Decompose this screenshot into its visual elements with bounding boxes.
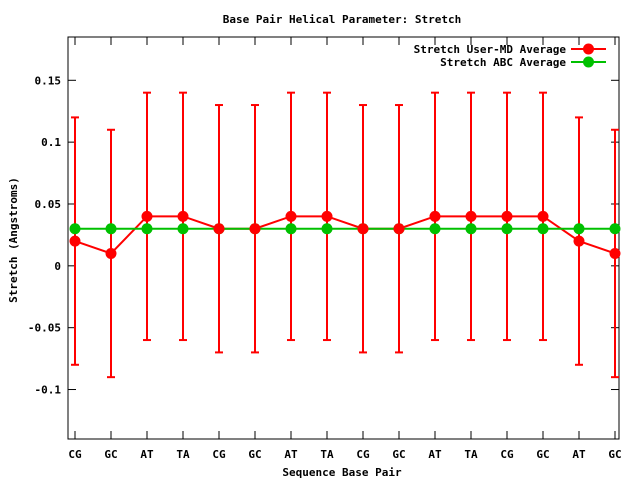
series-points — [69, 210, 621, 259]
data-point-series-1 — [465, 210, 477, 222]
data-point-series-1 — [357, 223, 369, 235]
data-point-series-1 — [285, 210, 297, 222]
series-lines — [74, 215, 616, 255]
x-tick-label: AT — [572, 448, 586, 461]
y-tick-label: -0.1 — [35, 384, 62, 397]
x-axis-label: Sequence Base Pair — [282, 466, 402, 479]
legend-label: Stretch User-MD Average — [414, 43, 567, 56]
data-point-series-1 — [573, 235, 585, 247]
legend-marker — [583, 56, 594, 68]
y-tick-label: 0 — [54, 260, 61, 273]
legend-label: Stretch ABC Average — [440, 56, 566, 69]
data-point-series-1 — [501, 210, 513, 222]
data-point-series-2 — [105, 223, 117, 235]
x-tick-label: GC — [536, 448, 549, 461]
x-tick-label: GC — [104, 448, 117, 461]
y-tick-label: 0.05 — [35, 198, 62, 211]
x-tick-label: CG — [212, 448, 226, 461]
plot-frame — [67, 36, 620, 440]
data-point-series-1 — [537, 210, 549, 222]
legend-item: Stretch ABC Average — [440, 56, 606, 69]
data-point-series-1 — [69, 235, 81, 247]
x-tick-label: TA — [320, 448, 334, 461]
x-tick-label: CG — [356, 448, 370, 461]
y-tick-label: 0.1 — [41, 136, 61, 149]
axis-ticks: -0.1 -0.05 0 0.05 0.1 0.15 CG GC AT TA CG GC AT TA CG G… — [28, 37, 622, 461]
data-point-series-1 — [393, 223, 405, 235]
data-point-series-2 — [69, 223, 81, 235]
data-point-series-2 — [321, 223, 333, 235]
chart-title: Base Pair Helical Parameter: Stretch — [223, 13, 461, 26]
data-point-series-1 — [429, 210, 441, 222]
data-point-series-2 — [573, 223, 585, 235]
x-tick-label: AT — [428, 448, 442, 461]
data-point-series-1 — [141, 210, 153, 222]
y-axis-label: Stretch (Angstroms) — [7, 177, 20, 303]
x-tick-label: AT — [140, 448, 154, 461]
x-tick-label: GC — [392, 448, 405, 461]
x-tick-label: CG — [68, 448, 82, 461]
data-point-series-2 — [501, 223, 513, 235]
data-point-series-2 — [177, 223, 189, 235]
data-point-series-2 — [141, 223, 153, 235]
x-tick-label: TA — [464, 448, 478, 461]
data-point-series-2 — [609, 223, 621, 235]
data-point-series-1 — [213, 223, 225, 235]
x-tick-label: AT — [284, 448, 298, 461]
data-point-series-1 — [249, 223, 261, 235]
legend-item: Stretch User-MD Average — [414, 43, 606, 56]
data-point-series-2 — [465, 223, 477, 235]
data-point-series-1 — [105, 247, 117, 259]
x-tick-label: CG — [500, 448, 514, 461]
data-point-series-2 — [285, 223, 297, 235]
error-bars — [71, 91, 619, 379]
x-tick-label: GC — [608, 448, 621, 461]
data-point-series-1 — [177, 210, 189, 222]
data-point-series-2 — [537, 223, 549, 235]
x-tick-label: TA — [176, 448, 190, 461]
data-point-series-1 — [321, 210, 333, 222]
y-tick-label: -0.05 — [28, 322, 61, 335]
legend-marker — [583, 43, 594, 55]
x-tick-label: GC — [248, 448, 261, 461]
data-point-series-2 — [429, 223, 441, 235]
y-tick-label: 0.15 — [35, 74, 62, 87]
series-line-1 — [74, 215, 616, 255]
data-point-series-1 — [609, 247, 621, 259]
